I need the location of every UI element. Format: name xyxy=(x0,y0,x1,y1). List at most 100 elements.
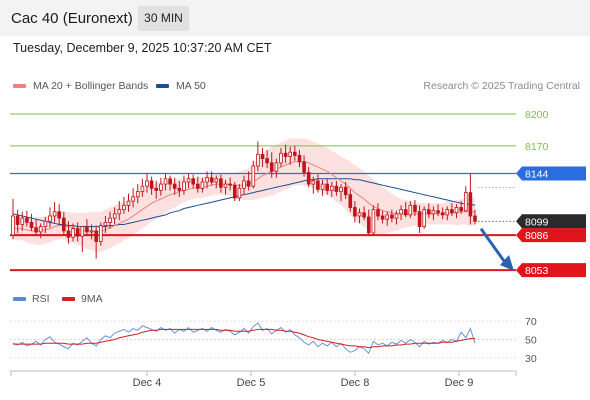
chart-header: Cac 40 (Euronext) 30 MIN xyxy=(0,0,590,36)
candle xyxy=(135,184,140,204)
candle-body xyxy=(57,211,61,219)
candle-body xyxy=(159,183,163,191)
candle xyxy=(311,176,316,194)
candle xyxy=(20,211,25,231)
candle-body xyxy=(168,178,172,185)
candle-body xyxy=(468,192,473,217)
candle xyxy=(385,211,389,226)
candle xyxy=(320,179,325,196)
candle-body xyxy=(163,178,168,185)
candle xyxy=(126,193,131,212)
candle xyxy=(122,196,126,214)
instrument-title: Cac 40 (Euronext) xyxy=(11,10,133,27)
price-level-tag xyxy=(516,228,586,243)
candle-body xyxy=(450,209,454,214)
candle xyxy=(440,207,445,220)
candle xyxy=(11,198,15,240)
candle-body xyxy=(228,183,233,186)
price-level-tag xyxy=(516,166,586,181)
candle-body xyxy=(408,204,413,216)
candle-body xyxy=(292,151,297,156)
candle xyxy=(302,155,306,177)
candle xyxy=(43,217,48,233)
candle xyxy=(177,180,182,197)
candle xyxy=(237,184,242,202)
candle-body xyxy=(399,209,403,215)
candle xyxy=(62,211,66,236)
candle xyxy=(445,206,450,221)
candle xyxy=(306,167,311,188)
candle xyxy=(168,175,172,191)
rsi-ma-line xyxy=(13,328,475,349)
forecast-arrow-line xyxy=(479,227,506,262)
candle-body xyxy=(311,180,316,185)
candle-body xyxy=(108,217,112,223)
rsi-ma-swatch xyxy=(62,297,75,302)
price-level-label: 8099 xyxy=(525,216,549,228)
candle xyxy=(343,181,348,199)
candle-body xyxy=(376,209,380,217)
candle xyxy=(246,171,251,191)
candle-body xyxy=(11,215,15,236)
candle xyxy=(413,200,417,216)
candle-body xyxy=(191,178,196,185)
candle xyxy=(195,176,200,193)
candle xyxy=(399,205,403,221)
price-level-label: 8144 xyxy=(525,168,549,180)
candle-body xyxy=(223,183,228,188)
candle xyxy=(265,150,269,169)
price-level-label: 8086 xyxy=(525,230,549,242)
candle-body xyxy=(366,216,371,234)
candle xyxy=(131,188,135,208)
candle-body xyxy=(316,180,320,190)
candle-body xyxy=(274,162,279,172)
candle xyxy=(325,178,329,195)
price-level-label: 8170 xyxy=(525,141,549,153)
candle-body xyxy=(426,209,431,215)
candle-body xyxy=(232,184,237,199)
candle-body xyxy=(135,191,140,198)
candle-body xyxy=(269,162,274,172)
candle xyxy=(417,205,422,233)
candle-body xyxy=(99,225,103,242)
candle-body xyxy=(80,226,85,237)
ma20-swatch xyxy=(13,84,26,89)
candle xyxy=(38,223,43,239)
candle-body xyxy=(473,215,477,222)
candle-body xyxy=(149,180,154,189)
candle-body xyxy=(177,187,182,191)
candle xyxy=(376,203,380,221)
candle xyxy=(219,174,223,193)
candle-body xyxy=(182,181,186,191)
price-level-tag xyxy=(516,263,586,278)
candle xyxy=(117,201,122,221)
chart-datetime: Tuesday, December 9, 2025 10:37:20 AM CE… xyxy=(13,41,272,55)
candle-body xyxy=(48,215,52,222)
candle xyxy=(403,202,408,218)
rsi-tick-label: 30 xyxy=(525,353,537,365)
candle-body xyxy=(265,158,269,164)
candle-body xyxy=(34,227,38,233)
candle xyxy=(274,158,279,178)
candle xyxy=(66,221,71,244)
legend-rsi-ma: 9MA xyxy=(62,293,103,305)
candle-body xyxy=(117,209,122,215)
legend-ma20-label: MA 20 + Bollinger Bands xyxy=(33,80,149,92)
candle xyxy=(357,208,362,224)
candle xyxy=(15,209,20,233)
candle-body xyxy=(25,217,29,223)
legend-rsi: RSI xyxy=(13,293,50,305)
candle-body xyxy=(251,165,256,187)
candle xyxy=(108,211,112,229)
candle xyxy=(371,205,376,236)
candle-body xyxy=(172,183,177,189)
candle xyxy=(380,210,385,224)
timeframe-button[interactable]: 30 MIN xyxy=(138,6,189,31)
candle-body xyxy=(283,152,288,157)
candle-body xyxy=(62,217,66,232)
candle-body xyxy=(94,230,99,242)
candle-body xyxy=(112,213,117,219)
candle-body xyxy=(306,171,311,185)
candle xyxy=(334,180,339,196)
